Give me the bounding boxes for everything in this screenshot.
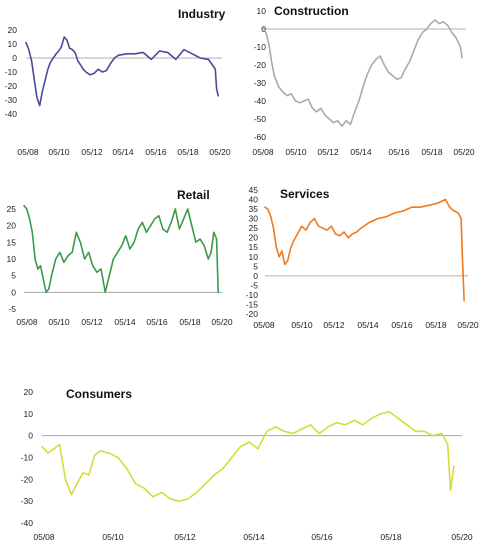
y-tick-label: -20 xyxy=(254,60,267,70)
x-tick-label: 05/12 xyxy=(81,317,103,327)
x-tick-label: 05/18 xyxy=(421,147,443,157)
x-tick-label: 05/08 xyxy=(253,320,275,330)
y-tick-label: -10 xyxy=(254,42,267,52)
x-tick-label: 05/18 xyxy=(380,532,402,542)
y-tick-label: -20 xyxy=(21,474,34,484)
x-tick-label: 05/14 xyxy=(357,320,379,330)
chart-title: Retail xyxy=(177,188,210,202)
y-tick-label: -20 xyxy=(246,309,259,319)
y-tick-label: 15 xyxy=(249,242,259,252)
x-tick-label: 05/18 xyxy=(179,317,201,327)
x-tick-label: 05/18 xyxy=(425,320,447,330)
x-tick-label: 05/20 xyxy=(457,320,479,330)
y-tick-label: -40 xyxy=(5,109,18,119)
y-tick-label: 40 xyxy=(249,195,259,205)
y-tick-label: -10 xyxy=(5,67,18,77)
y-tick-label: 10 xyxy=(8,39,18,49)
series-line-services xyxy=(264,198,465,302)
y-tick-label: -50 xyxy=(254,114,267,124)
chart-title: Industry xyxy=(178,7,226,21)
y-tick-label: 5 xyxy=(11,271,16,281)
x-tick-label: 05/10 xyxy=(102,532,124,542)
x-tick-label: 05/16 xyxy=(391,320,413,330)
x-tick-label: 05/14 xyxy=(350,147,372,157)
chart-retail: -5 0 5 10 15 20 25 05/08 05/10 05/12 05/14 05/16 05/… xyxy=(7,188,233,327)
y-tick-label: -60 xyxy=(254,132,267,142)
series-line-industry xyxy=(25,36,219,107)
y-tick-label: 10 xyxy=(249,252,259,262)
y-tick-label: 20 xyxy=(7,221,17,231)
x-tick-label: 05/10 xyxy=(48,147,70,157)
x-tick-label: 05/16 xyxy=(388,147,410,157)
x-tick-label: 05/16 xyxy=(311,532,333,542)
chart-consumers: -40 -30 -20 -10 0 10 20 05/08 05/10 05/12 05/14 05/… xyxy=(21,387,473,542)
x-tick-label: 05/14 xyxy=(243,532,265,542)
x-tick-label: 05/16 xyxy=(145,147,167,157)
x-tick-label: 05/20 xyxy=(451,532,473,542)
y-tick-label: -30 xyxy=(5,95,18,105)
series-line-retail xyxy=(23,204,219,294)
x-tick-label: 05/08 xyxy=(252,147,274,157)
x-tick-label: 05/14 xyxy=(114,317,136,327)
y-tick-label: 10 xyxy=(24,409,34,419)
y-tick-label: -5 xyxy=(8,304,16,314)
y-tick-label: -30 xyxy=(21,496,34,506)
y-tick-label: 45 xyxy=(249,185,259,195)
y-tick-label: -10 xyxy=(246,290,259,300)
chart-industry: -40 -30 -20 -10 0 10 20 05/08 05/10 05/12 05/14 05/… xyxy=(5,7,231,157)
y-tick-label: 35 xyxy=(249,204,259,214)
chart-title: Consumers xyxy=(66,387,132,401)
y-tick-label: 0 xyxy=(28,431,33,441)
y-tick-label: 30 xyxy=(249,214,259,224)
y-tick-label: 0 xyxy=(253,271,258,281)
x-tick-label: 05/20 xyxy=(453,147,475,157)
y-tick-label: -40 xyxy=(254,96,267,106)
y-tick-label: 15 xyxy=(7,237,17,247)
y-tick-label: 0 xyxy=(12,53,17,63)
y-tick-label: -15 xyxy=(246,299,259,309)
x-tick-label: 05/12 xyxy=(174,532,196,542)
x-tick-label: 05/12 xyxy=(317,147,339,157)
x-tick-label: 05/14 xyxy=(112,147,134,157)
y-tick-label: 10 xyxy=(7,254,17,264)
chart-title: Construction xyxy=(274,4,349,18)
x-tick-label: 05/20 xyxy=(211,317,233,327)
y-tick-label: -5 xyxy=(250,280,258,290)
chart-title: Services xyxy=(280,187,330,201)
y-tick-label: -20 xyxy=(5,81,18,91)
x-tick-label: 05/08 xyxy=(16,317,38,327)
series-line-construction xyxy=(262,19,463,127)
y-tick-label: 10 xyxy=(257,6,267,16)
y-tick-label: 20 xyxy=(249,233,259,243)
x-tick-label: 05/10 xyxy=(48,317,70,327)
y-tick-label: 20 xyxy=(24,387,34,397)
y-tick-label: -40 xyxy=(21,518,34,528)
x-tick-label: 05/12 xyxy=(323,320,345,330)
x-tick-label: 05/16 xyxy=(146,317,168,327)
y-tick-label: 0 xyxy=(11,287,16,297)
x-tick-label: 05/18 xyxy=(177,147,199,157)
y-tick-label: -10 xyxy=(21,453,34,463)
x-tick-label: 05/12 xyxy=(81,147,103,157)
y-tick-label: 25 xyxy=(7,204,17,214)
y-tick-label: 5 xyxy=(253,261,258,271)
y-tick-label: 25 xyxy=(249,223,259,233)
series-line-consumers xyxy=(41,410,455,503)
x-tick-label: 05/20 xyxy=(209,147,231,157)
y-tick-label: -30 xyxy=(254,78,267,88)
x-tick-label: 05/10 xyxy=(291,320,313,330)
x-tick-label: 05/08 xyxy=(17,147,39,157)
x-tick-label: 05/10 xyxy=(285,147,307,157)
x-tick-label: 05/08 xyxy=(33,532,55,542)
y-tick-label: 20 xyxy=(8,25,18,35)
